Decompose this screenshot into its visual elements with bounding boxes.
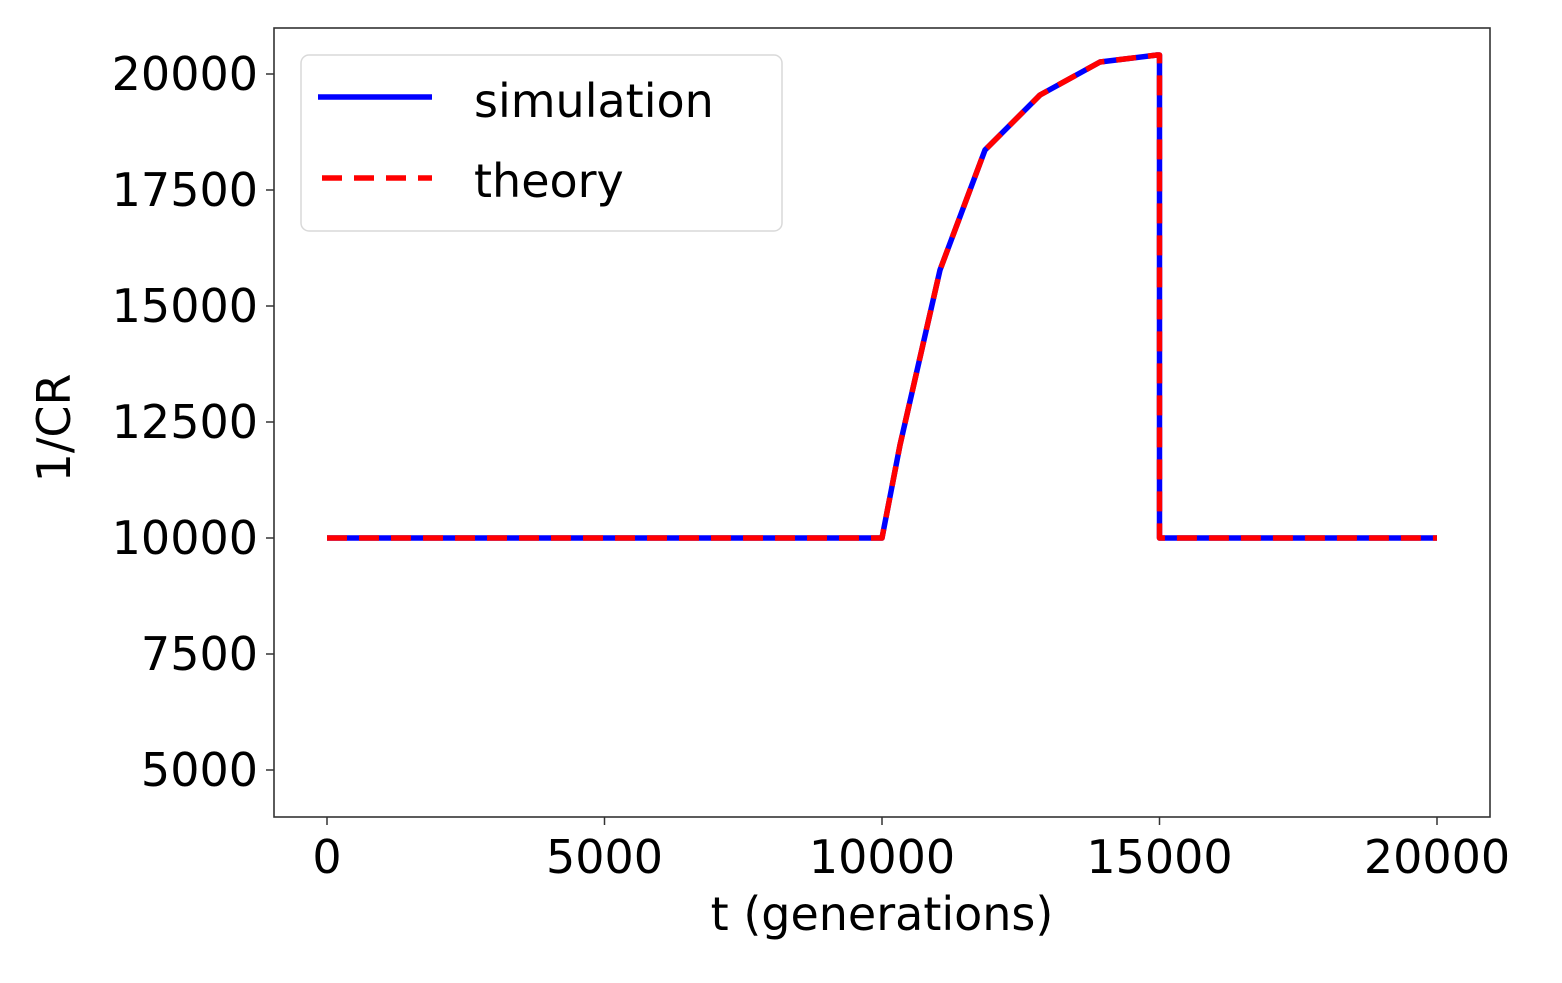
y-axis-label: 1/CR xyxy=(27,374,81,483)
y-tick-label: 20000 xyxy=(112,47,258,101)
series-layer xyxy=(327,52,1437,541)
theory-line xyxy=(327,52,1437,541)
x-tick-label: 0 xyxy=(312,830,341,884)
x-tick-label: 5000 xyxy=(546,830,663,884)
y-tick-label: 17500 xyxy=(112,163,258,217)
y-tick-label: 12500 xyxy=(112,395,258,449)
legend-label-simulation: simulation xyxy=(474,74,714,128)
legend-label-theory: theory xyxy=(474,154,624,208)
x-axis-label: t (generations) xyxy=(711,887,1054,941)
legend: simulation theory xyxy=(300,54,783,232)
x-tick-label: 10000 xyxy=(809,830,955,884)
y-axis-ticks: 5000 7500 10000 12500 15000 17500 20000 xyxy=(112,47,274,797)
y-tick-label: 7500 xyxy=(141,627,258,681)
y-tick-label: 5000 xyxy=(141,743,258,797)
y-tick-label: 10000 xyxy=(112,511,258,565)
x-axis-ticks: 0 5000 10000 15000 20000 xyxy=(312,817,1510,884)
y-tick-label: 15000 xyxy=(112,279,258,333)
x-tick-label: 20000 xyxy=(1364,830,1510,884)
x-tick-label: 15000 xyxy=(1086,830,1232,884)
